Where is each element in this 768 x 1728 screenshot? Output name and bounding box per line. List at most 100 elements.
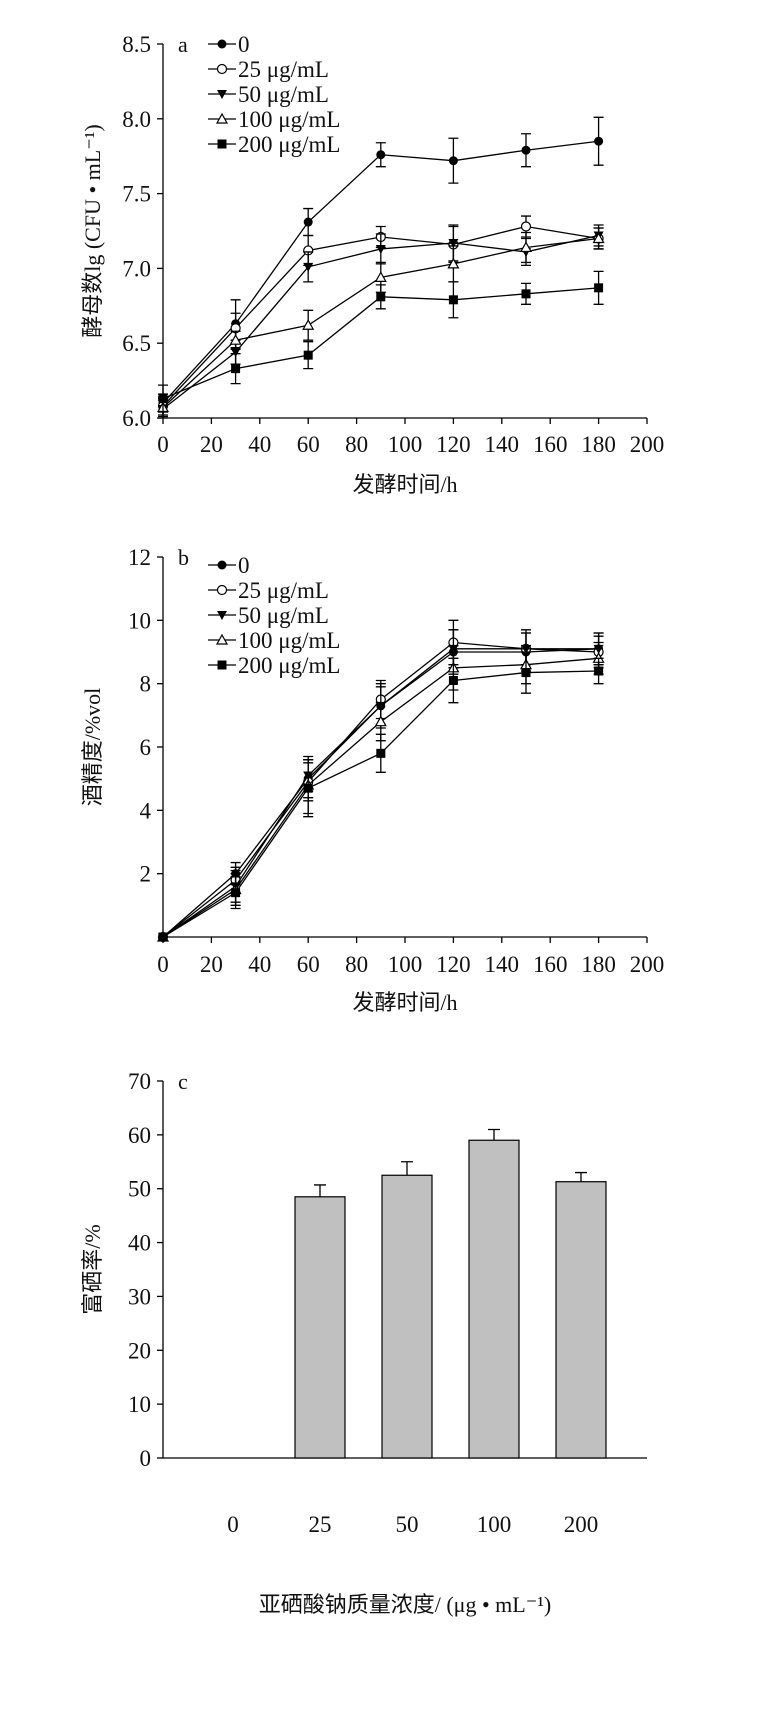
data-point — [448, 156, 458, 166]
x-axis-label: 发酵时间/h — [352, 990, 457, 1015]
legend-label: 50 μg/mL — [238, 603, 329, 628]
legend-marker — [216, 584, 228, 596]
bar — [381, 1174, 433, 1459]
data-point — [376, 748, 386, 758]
x-tick-label: 20 — [200, 432, 223, 457]
y-tick-label: 6.0 — [122, 406, 151, 431]
series-0: 0 — [158, 32, 604, 413]
panel-letter: a — [178, 32, 188, 57]
x-tick-label: 160 — [533, 432, 568, 457]
data-point — [230, 348, 241, 358]
y-tick-label: 8.5 — [122, 32, 151, 57]
data-point — [231, 364, 241, 374]
x-axis-label: 亚硒酸钠质量浓度/ (μg • mL⁻¹) — [259, 1592, 552, 1617]
legend-marker — [216, 63, 228, 75]
legend-label: 100 μg/mL — [238, 628, 340, 653]
legend-label: 0 — [238, 32, 250, 57]
x-tick-label: 60 — [297, 432, 320, 457]
data-point — [374, 715, 387, 727]
chart-a: a 6.0 6.5 7.0 7.5 8.0 8.5 酵母数lg (CFU • mL⁻¹) 发酵时… — [80, 32, 664, 497]
chart-c: c 0 10 20 30 40 50 60 70 富硒率/% 亚硒酸钠质量浓度/ (μg • mL⁻… — [80, 1069, 647, 1617]
y-tick-label: 7.5 — [122, 182, 151, 207]
panel-letter: c — [178, 1069, 188, 1094]
legend-label: 100 μg/mL — [238, 107, 340, 132]
x-tick-label: 25 — [309, 1512, 332, 1537]
data-point — [158, 394, 168, 404]
data-point — [376, 292, 386, 302]
x-tick-label: 180 — [581, 952, 616, 977]
data-point — [519, 241, 533, 253]
y-tick-label: 6.5 — [122, 331, 151, 356]
y-tick-label: 50 — [128, 1177, 151, 1202]
legend-marker — [217, 611, 227, 620]
y-tick-label: 6 — [140, 735, 152, 760]
error-bar — [575, 1171, 587, 1182]
data-point — [376, 150, 386, 160]
data-point — [302, 319, 315, 330]
x-tick-label: 140 — [485, 432, 520, 457]
data-point — [303, 783, 313, 793]
data-point — [374, 271, 387, 282]
legend-marker — [217, 560, 227, 570]
data-point — [303, 350, 313, 360]
data-point — [594, 136, 604, 146]
x-tick-label: 200 — [630, 952, 665, 977]
y-axis-label: 酵母数lg (CFU • mL⁻¹) — [80, 124, 105, 338]
series-100: 100 μg/mL — [156, 107, 605, 418]
x-tick-label: 0 — [157, 432, 169, 457]
legend-label: 200 μg/mL — [238, 653, 340, 678]
legend-label: 25 μg/mL — [238, 57, 329, 82]
x-tick-label: 160 — [533, 952, 568, 977]
y-tick-label: 70 — [128, 1069, 151, 1094]
legend-label: 25 μg/mL — [238, 578, 329, 603]
x-tick-label: 100 — [477, 1512, 512, 1537]
legend-label: 200 μg/mL — [238, 132, 340, 157]
x-tick-label: 60 — [297, 952, 320, 977]
y-tick-label: 8 — [140, 672, 152, 697]
error-bar — [314, 1184, 326, 1197]
legend-marker — [215, 112, 229, 124]
data-point — [303, 262, 314, 272]
x-axis-label: 发酵时间/h — [352, 472, 457, 497]
y-axis-label: 酒精度/%vol — [80, 688, 105, 807]
y-tick-label: 40 — [128, 1231, 151, 1256]
x-tick-label: 200 — [630, 432, 665, 457]
x-tick-label: 80 — [345, 432, 368, 457]
y-tick-label: 20 — [128, 1338, 151, 1363]
data-point — [594, 666, 604, 676]
panel-letter: b — [178, 545, 189, 570]
x-tick-label: 120 — [436, 432, 471, 457]
legend-marker — [217, 660, 227, 670]
series-200: 200 μg/mL — [158, 132, 604, 413]
data-point — [448, 295, 458, 305]
y-tick-label: 4 — [140, 798, 152, 823]
x-tick-label: 200 — [564, 1512, 599, 1537]
legend-marker — [217, 139, 227, 149]
legend-marker — [217, 90, 227, 99]
x-tick-label: 20 — [200, 952, 223, 977]
data-point — [521, 289, 531, 299]
x-tick-label: 0 — [157, 952, 169, 977]
x-tick-label: 100 — [388, 952, 423, 977]
chart-b: b 2 4 6 8 10 12 酒精度/%vol 发酵时间/h 0 20 40 60 80 100 120 14… — [80, 545, 664, 1015]
x-tick-label: 80 — [345, 952, 368, 977]
x-tick-label: 100 — [388, 432, 423, 457]
x-tick-label: 50 — [396, 1512, 419, 1537]
data-point — [448, 238, 459, 248]
data-point — [447, 257, 460, 269]
x-tick-label: 180 — [581, 432, 616, 457]
data-point — [521, 668, 531, 678]
data-point — [229, 333, 242, 345]
y-tick-label: 60 — [128, 1123, 151, 1148]
x-tick-label: 40 — [248, 952, 271, 977]
legend-marker — [215, 633, 229, 645]
y-tick-label: 8.0 — [122, 107, 151, 132]
data-point — [592, 232, 605, 244]
y-tick-label: 10 — [128, 608, 151, 633]
y-tick-label: 12 — [128, 545, 151, 570]
error-bar — [401, 1161, 413, 1176]
y-tick-label: 2 — [140, 862, 152, 887]
y-axis-label: 富硒率/% — [80, 1224, 105, 1314]
legend-label: 50 μg/mL — [238, 82, 329, 107]
data-point — [520, 221, 532, 232]
